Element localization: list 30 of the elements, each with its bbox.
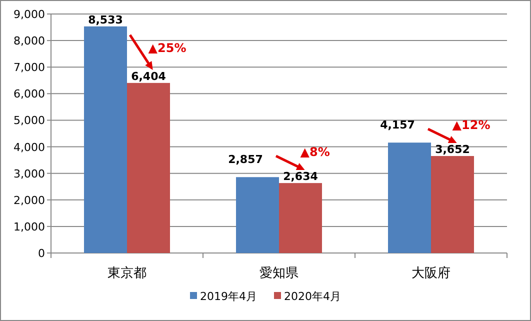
y-tick-label: 1,000 xyxy=(14,220,45,234)
data-label: 6,404 xyxy=(131,70,166,83)
y-tick-label: 9,000 xyxy=(14,8,45,21)
data-label: 2,857 xyxy=(228,153,263,166)
x-tick-label: 愛知県 xyxy=(260,266,298,281)
y-tick-label: 6,000 xyxy=(14,88,45,101)
annotation: ▲12% xyxy=(452,118,490,132)
annotation: ▲8% xyxy=(300,145,330,160)
x-tick-label: 大阪府 xyxy=(412,265,450,281)
x-tick-label: 東京都 xyxy=(108,266,146,281)
bar xyxy=(431,156,474,253)
y-tick-label: 3,000 xyxy=(14,167,45,180)
y-tick-label: 8,000 xyxy=(14,34,45,48)
y-tick-label: 7,000 xyxy=(14,61,45,74)
legend-label: 2019年4月 xyxy=(200,290,257,303)
bar xyxy=(84,26,127,253)
bar xyxy=(127,82,170,253)
legend-label: 2020年4月 xyxy=(284,290,341,303)
y-tick-label: 0 xyxy=(38,247,45,260)
y-tick-label: 5,000 xyxy=(14,114,45,128)
annotation: ▲25% xyxy=(148,40,186,55)
bar xyxy=(279,183,322,253)
y-tick-label: 4,000 xyxy=(14,140,45,154)
data-label: 3,652 xyxy=(435,143,470,156)
y-tick-label: 2,000 xyxy=(14,194,45,207)
bar xyxy=(388,142,431,253)
data-label: 8,533 xyxy=(88,13,123,26)
bar xyxy=(236,177,279,253)
data-label: 4,157 xyxy=(380,118,415,132)
data-label: 2,634 xyxy=(283,170,318,184)
